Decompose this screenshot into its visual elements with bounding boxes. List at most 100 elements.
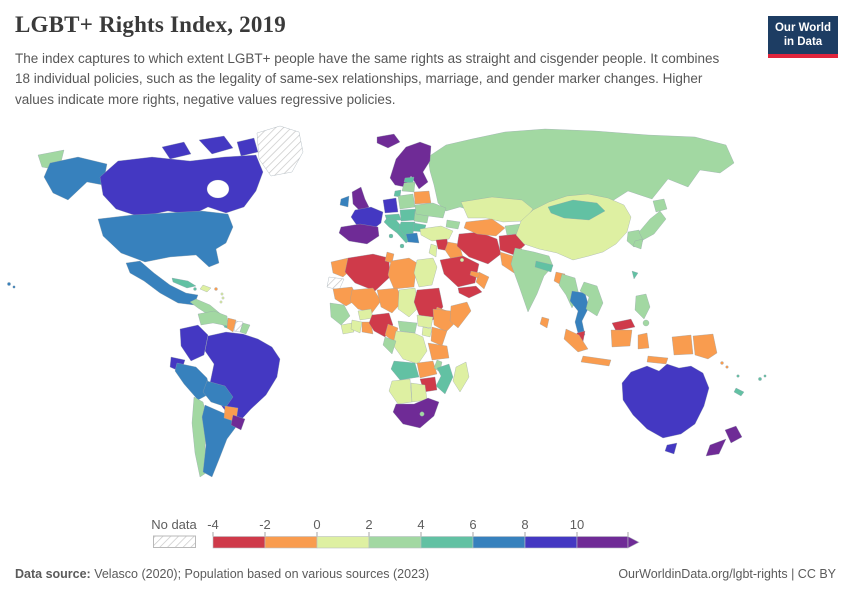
country-indonesia-sumatra[interactable]	[563, 328, 589, 353]
country-indonesia-sulawesi[interactable]	[637, 332, 650, 350]
country-senegal[interactable]	[329, 302, 351, 326]
country-uruguay[interactable]	[230, 414, 246, 431]
country-ukraine[interactable]	[414, 202, 447, 219]
country-japan-hokkaido[interactable]	[652, 198, 668, 213]
country-ireland[interactable]	[339, 195, 350, 208]
country-mali[interactable]	[349, 287, 382, 314]
legend-bin-5[interactable]	[420, 536, 474, 549]
country-canada-arctic-3[interactable]	[236, 137, 259, 157]
country-kazakhstan[interactable]	[460, 196, 534, 223]
country-alaska-usa[interactable]	[43, 156, 108, 201]
country-peru[interactable]	[174, 362, 212, 401]
country-turkey[interactable]	[419, 225, 454, 242]
country-poland[interactable]	[397, 193, 416, 210]
country-lesotho[interactable]	[419, 411, 425, 417]
region-caucasus[interactable]	[445, 219, 461, 230]
legend-bin-8-arrow[interactable]	[627, 536, 640, 549]
country-solomon-2[interactable]	[725, 365, 729, 369]
country-new-caledonia[interactable]	[733, 387, 745, 397]
country-libya[interactable]	[387, 257, 418, 290]
legend-bin-2[interactable]	[264, 536, 318, 549]
region-sierra-liberia[interactable]	[340, 322, 355, 335]
country-canada[interactable]	[99, 154, 264, 218]
country-saudi-arabia[interactable]	[439, 255, 480, 288]
country-philippines-mindanao[interactable]	[642, 319, 650, 327]
country-spain-portugal[interactable]	[338, 223, 380, 245]
legend-bin-8[interactable]	[576, 536, 629, 549]
country-botswana[interactable]	[410, 382, 428, 403]
country-canada-arctic-1[interactable]	[161, 141, 192, 160]
country-madagascar[interactable]	[452, 361, 470, 393]
country-papua-new-guinea[interactable]	[692, 333, 718, 360]
country-germany[interactable]	[382, 197, 399, 214]
country-kuwait[interactable]	[459, 257, 465, 263]
country-russia[interactable]	[427, 128, 735, 218]
country-antilles-1[interactable]	[220, 292, 224, 296]
country-somalia[interactable]	[449, 301, 472, 329]
country-greenland[interactable]	[256, 125, 304, 177]
country-oman[interactable]	[475, 271, 490, 290]
country-fiji-2[interactable]	[763, 374, 767, 378]
country-mozambique[interactable]	[435, 363, 454, 395]
country-guyana[interactable]	[226, 317, 237, 333]
country-italy[interactable]	[383, 217, 413, 244]
country-indonesia-papua[interactable]	[671, 334, 694, 356]
country-uganda[interactable]	[421, 326, 433, 338]
owid-license-link[interactable]: OurWorldinData.org/lgbt-rights | CC BY	[618, 567, 836, 581]
country-japan-kyushu[interactable]	[632, 238, 644, 250]
country-egypt[interactable]	[413, 257, 438, 288]
country-sicily[interactable]	[399, 243, 405, 249]
legend-bin-7[interactable]	[524, 536, 578, 549]
country-tanzania[interactable]	[427, 342, 450, 361]
country-sri-lanka[interactable]	[539, 316, 550, 329]
country-philippines[interactable]	[634, 293, 651, 320]
country-united-states[interactable]	[97, 210, 234, 268]
country-cuba[interactable]	[171, 277, 197, 289]
country-india[interactable]	[510, 247, 554, 313]
country-indonesia-java[interactable]	[580, 355, 612, 367]
country-sardinia[interactable]	[388, 233, 394, 239]
country-indonesia-kalimantan[interactable]	[610, 329, 633, 348]
legend-bin-3[interactable]	[316, 536, 370, 549]
country-niger[interactable]	[376, 287, 404, 314]
region-latvia-lithuania[interactable]	[401, 181, 416, 193]
country-antilles-3[interactable]	[219, 300, 223, 304]
country-mongolia[interactable]	[547, 199, 606, 221]
country-chad[interactable]	[397, 287, 420, 318]
country-greece[interactable]	[405, 232, 420, 244]
country-malaysia-borneo[interactable]	[611, 318, 636, 332]
country-yemen[interactable]	[457, 285, 483, 299]
legend-bin-4[interactable]	[368, 536, 422, 549]
country-colombia[interactable]	[179, 324, 209, 362]
country-japan-honshu[interactable]	[638, 210, 667, 241]
country-new-zealand-south[interactable]	[705, 438, 727, 457]
country-australia[interactable]	[621, 363, 710, 439]
region-gabon-congo[interactable]	[382, 336, 397, 355]
country-south-africa[interactable]	[392, 397, 440, 429]
country-new-zealand-north[interactable]	[724, 425, 743, 444]
country-puerto-rico[interactable]	[214, 287, 218, 291]
legend-no-data-swatch[interactable]	[153, 535, 196, 548]
country-vanuatu[interactable]	[736, 374, 740, 378]
country-algeria[interactable]	[344, 253, 391, 292]
legend-bin-1[interactable]	[212, 536, 266, 549]
country-central-african-republic[interactable]	[397, 320, 418, 334]
country-fiji[interactable]	[758, 377, 762, 381]
country-taiwan[interactable]	[631, 270, 639, 280]
region-turkmen-uzbek[interactable]	[463, 218, 506, 237]
country-jamaica[interactable]	[193, 287, 197, 291]
country-dr-congo[interactable]	[392, 330, 428, 365]
country-solomon-1[interactable]	[720, 361, 724, 365]
legend-bin-6[interactable]	[472, 536, 526, 549]
country-south-sudan[interactable]	[416, 314, 434, 329]
country-antilles-2[interactable]	[221, 296, 225, 300]
country-hispaniola[interactable]	[199, 284, 212, 293]
country-hawaii-usa[interactable]	[7, 282, 11, 286]
country-canada-arctic-2[interactable]	[198, 135, 234, 155]
country-ivory-coast[interactable]	[350, 319, 363, 334]
country-belarus[interactable]	[413, 190, 432, 205]
country-thailand[interactable]	[569, 290, 590, 338]
country-indonesia-lesser-sunda[interactable]	[646, 355, 669, 365]
country-iceland[interactable]	[376, 133, 401, 149]
region-laos-vietnam[interactable]	[579, 281, 604, 317]
